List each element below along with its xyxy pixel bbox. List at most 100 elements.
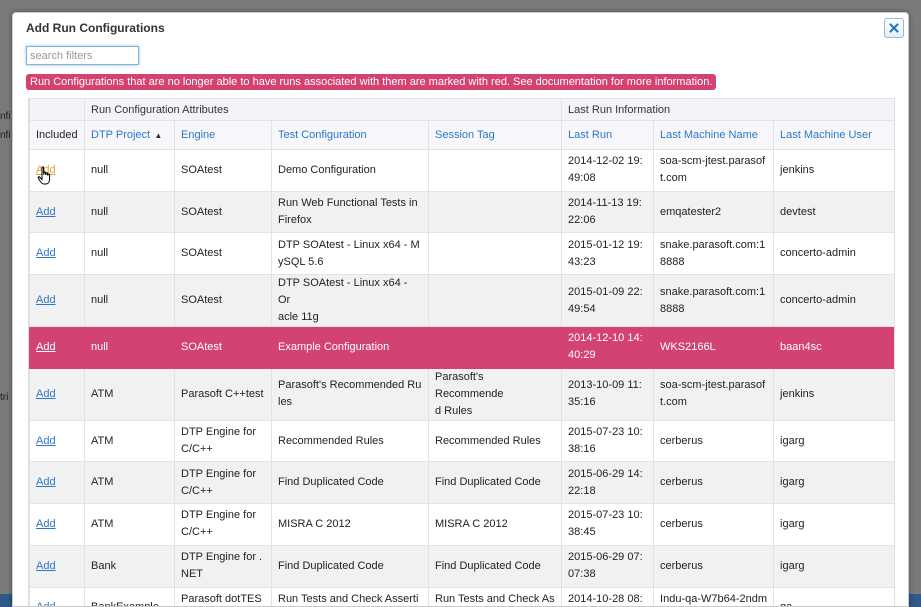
cell-dtp-project: null (84, 274, 175, 328)
group-header-blank (29, 98, 85, 121)
run-configurations-table-container[interactable]: Run Configuration Attributes Last Run In… (28, 98, 895, 606)
cell-last-machine-user: igarg (773, 503, 894, 546)
background-text: tri (0, 392, 9, 403)
run-configurations-table: Run Configuration Attributes Last Run In… (29, 98, 894, 606)
group-header-attributes: Run Configuration Attributes (83, 98, 563, 121)
cell-last-machine-user: concerto-admin (773, 232, 894, 276)
cell-engine: DTP Engine for C/C++ (174, 461, 272, 505)
column-header-last-run[interactable]: Last Run (561, 120, 655, 150)
cell-session-tag (427, 326, 563, 369)
cell-included: Add (29, 544, 85, 588)
cell-last-machine-name: WKS2166L (653, 326, 775, 369)
cell-session-tag: Find Duplicated Code (427, 544, 563, 588)
cell-last-run: 2015-01-12 19: 43:23 (561, 232, 655, 276)
cell-engine: SOAtest (174, 190, 272, 234)
column-header-engine[interactable]: Engine (174, 120, 272, 150)
cell-session-tag: MISRA C 2012 (427, 503, 563, 546)
cell-last-run: 2014-12-10 14: 40:29 (561, 326, 655, 369)
cell-included: Add (29, 419, 85, 463)
cell-dtp-project: ATM (84, 461, 175, 505)
cell-session-tag: Run Tests and Check As sertions (427, 586, 563, 606)
close-button[interactable] (884, 18, 904, 38)
column-header-last-machine-user[interactable]: Last Machine User (773, 120, 894, 150)
table-row: Add ATM DTP Engine for C/C++ MISRA C 2012 MI… (29, 503, 894, 546)
cell-last-machine-name: snake.parasoft.com:1 8888 (653, 274, 775, 328)
cell-last-machine-name: emqatester2 (653, 190, 775, 234)
add-link[interactable]: Add (36, 517, 56, 530)
cell-session-tag: Find Duplicated Code (427, 461, 563, 505)
cell-test-configuration: Find Duplicated Code (271, 544, 429, 588)
cell-test-configuration: Run Web Functional Tests in Firefox (271, 190, 429, 234)
add-link[interactable]: Add (36, 340, 56, 353)
add-link[interactable]: Add (36, 434, 56, 447)
dialog-title: Add Run Configurations (26, 21, 165, 35)
cell-last-machine-user: jenkins (773, 149, 894, 192)
add-link[interactable]: Add (36, 559, 56, 572)
add-link[interactable]: Add (36, 294, 56, 307)
cell-included: Add (29, 232, 85, 276)
column-header-label: DTP Project (91, 129, 151, 141)
add-link[interactable]: Add (36, 476, 56, 489)
cell-last-machine-name: cerberus (653, 503, 775, 546)
column-header-last-machine-name[interactable]: Last Machine Name (653, 120, 775, 150)
cell-included: Add (29, 461, 85, 505)
cell-included: Add (29, 367, 85, 421)
cell-engine: DTP Engine for C/C++ (174, 419, 272, 463)
table-row: Add Bank DTP Engine for . NET Find Duplicat… (29, 544, 894, 588)
table-row: Add null SOAtest Run Web Functional Tests i… (29, 190, 894, 234)
add-link[interactable]: Add (36, 163, 56, 176)
cell-session-tag (427, 232, 563, 276)
add-link[interactable]: Add (36, 387, 56, 400)
cell-dtp-project: ATM (84, 367, 175, 421)
cell-last-run: 2014-10-28 08: 58:59 (561, 586, 655, 606)
cell-last-machine-name: cerberus (653, 419, 775, 463)
cell-engine: DTP Engine for C/C++ (174, 503, 272, 546)
cell-engine: SOAtest (174, 149, 272, 192)
table-row: Add null SOAtest DTP SOAtest - Linux x64 - … (29, 232, 894, 276)
cell-included: Add (29, 586, 85, 606)
cell-engine: SOAtest (174, 274, 272, 328)
cell-last-machine-user: devtest (773, 190, 894, 234)
table-row: AddBankExampleParasoft dotTES TRun Tests… (29, 586, 894, 606)
table-row: Add null SOAtest DTP SOAtest - Linux x64 - … (29, 274, 894, 328)
cell-last-machine-user: igarg (773, 544, 894, 588)
cell-last-machine-name: snake.parasoft.com:1 8888 (653, 232, 775, 276)
column-header-session-tag[interactable]: Session Tag (427, 120, 563, 150)
cell-dtp-project: ATM (84, 419, 175, 463)
invalid-configurations-warning: Run Configurations that are no longer ab… (26, 74, 717, 90)
search-filters-input[interactable] (26, 46, 139, 65)
cell-last-run: 2015-06-29 14: 22:18 (561, 461, 655, 505)
cell-test-configuration: Run Tests and Check Asserti ons (271, 586, 429, 606)
cell-last-run: 2015-06-29 07: 07:38 (561, 544, 655, 588)
column-header-included: Included (29, 120, 85, 150)
cell-last-machine-user: igarg (773, 419, 894, 463)
cell-engine: SOAtest (174, 232, 272, 276)
table-row: Add ATM DTP Engine for C/C++ Recommended Ru… (29, 419, 894, 463)
cell-last-run: 2013-10-09 11: 35:16 (561, 367, 655, 421)
table-row: Add ATM Parasoft C++test Parasoft's Recomme… (29, 367, 894, 421)
cell-test-configuration: DTP SOAtest - Linux x64 - M ySQL 5.6 (271, 232, 429, 276)
cell-test-configuration: MISRA C 2012 (271, 503, 429, 546)
cell-dtp-project: null (84, 190, 175, 234)
table-body: Add null SOAtest Demo Configuration 2014-12-… (29, 149, 894, 606)
cell-last-run: 2014-12-02 19: 49:08 (561, 149, 655, 192)
add-link[interactable]: Add (36, 205, 56, 218)
cell-session-tag (427, 190, 563, 234)
add-link[interactable]: Add (36, 601, 56, 606)
column-header-dtp-project[interactable]: DTP Project ▲ (84, 120, 175, 150)
cell-session-tag: Recommended Rules (427, 419, 563, 463)
group-header-last-run: Last Run Information (561, 98, 894, 121)
column-header-test-configuration[interactable]: Test Configuration (271, 120, 429, 150)
cell-session-tag (427, 149, 563, 192)
cell-last-machine-name: soa-scm-jtest.parasof t.com (653, 149, 775, 192)
cell-last-machine-user: qa (773, 586, 894, 606)
table-row: Add null SOAtest Demo Configuration 2014-12-… (29, 149, 894, 192)
cell-session-tag: Parasoft's Recommende d Rules (427, 367, 563, 421)
cell-last-run: 2015-07-23 10: 38:16 (561, 419, 655, 463)
add-link[interactable]: Add (36, 247, 56, 260)
cell-included: Add (29, 149, 85, 192)
cell-last-machine-name: soa-scm-jtest.parasof t.com (653, 367, 775, 421)
background-text: nfi (0, 130, 11, 141)
cell-last-machine-user: jenkins (773, 367, 894, 421)
close-icon (889, 23, 899, 33)
